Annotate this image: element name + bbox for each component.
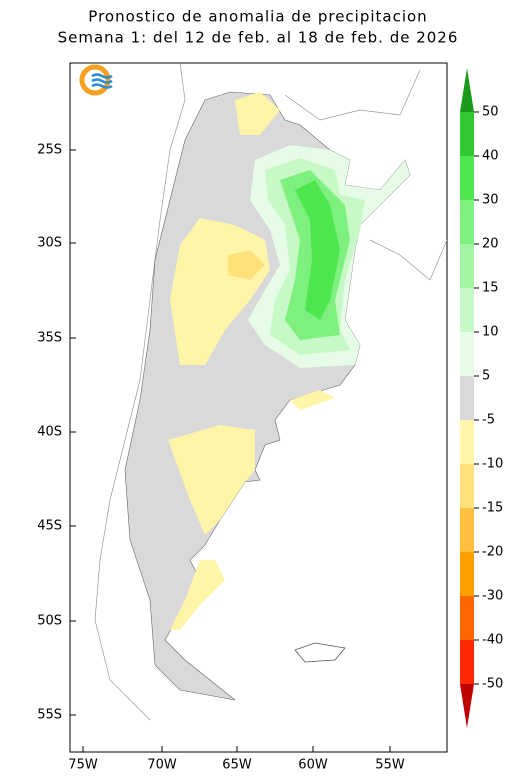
lat-label: 50S [37, 614, 62, 629]
dry-anomaly [290, 390, 335, 410]
colorbar-label: -15 [482, 501, 503, 516]
colorbar-band [460, 156, 474, 200]
wet-anomaly [295, 180, 340, 320]
dry-anomaly [235, 92, 280, 135]
colorbar-label: 10 [482, 325, 499, 340]
colorbar-band [460, 112, 474, 156]
lon-label: 55W [375, 758, 405, 773]
colorbar-band [460, 596, 474, 640]
logo-waves [91, 73, 113, 89]
dry-anomaly [168, 425, 255, 535]
colorbar-band [460, 464, 474, 508]
colorbar-band [460, 508, 474, 552]
map-body [94, 62, 448, 721]
logo [79, 64, 113, 96]
colorbar-label: -10 [482, 457, 503, 472]
title-line: Pronostico de anomalia de precipitacion [88, 8, 427, 26]
colorbar-label: 5 [482, 369, 490, 384]
colorbar-band [460, 552, 474, 596]
colorbar-label: 20 [482, 237, 499, 252]
logo-ring [79, 64, 111, 96]
colorbar-label: -30 [482, 589, 503, 604]
colorbar-arrow [460, 684, 474, 728]
colorbar-band [460, 288, 474, 332]
lat-label: 40S [37, 425, 62, 440]
colorbar-band [460, 376, 474, 420]
lon-label: 70W [147, 758, 177, 773]
islands [294, 642, 346, 663]
colorbar-label: 30 [482, 193, 499, 208]
border-line [94, 62, 186, 721]
colorbar-band [460, 420, 474, 464]
lat-label: 35S [37, 331, 62, 346]
border-line [284, 69, 421, 121]
colorbar-label: -5 [482, 413, 495, 428]
colorbar-arrow [460, 68, 474, 112]
lat-label: 30S [37, 236, 62, 251]
lon-label: 75W [68, 758, 98, 773]
colorbar-label: -50 [482, 677, 503, 692]
dry-anomaly [170, 560, 225, 630]
lat-label: 25S [37, 143, 62, 158]
colorbar-label: -20 [482, 545, 503, 560]
lat-label: 55S [37, 708, 62, 723]
colorbar-label: 50 [482, 105, 499, 120]
colorbar-band [460, 640, 474, 684]
colorbar-label: 15 [482, 281, 499, 296]
dry-anomaly [228, 250, 265, 280]
colorbar-label: -40 [482, 633, 503, 648]
colorbar-label: 40 [482, 149, 499, 164]
border-line [369, 239, 448, 281]
lon-label: 60W [298, 758, 328, 773]
colorbar-band [460, 332, 474, 376]
lat-label: 45S [37, 519, 62, 534]
colorbar-band [460, 244, 474, 288]
title-line: Semana 1: del 12 de feb. al 18 de feb. d… [58, 29, 459, 47]
colorbar-band [460, 200, 474, 244]
lon-label: 65W [222, 758, 252, 773]
